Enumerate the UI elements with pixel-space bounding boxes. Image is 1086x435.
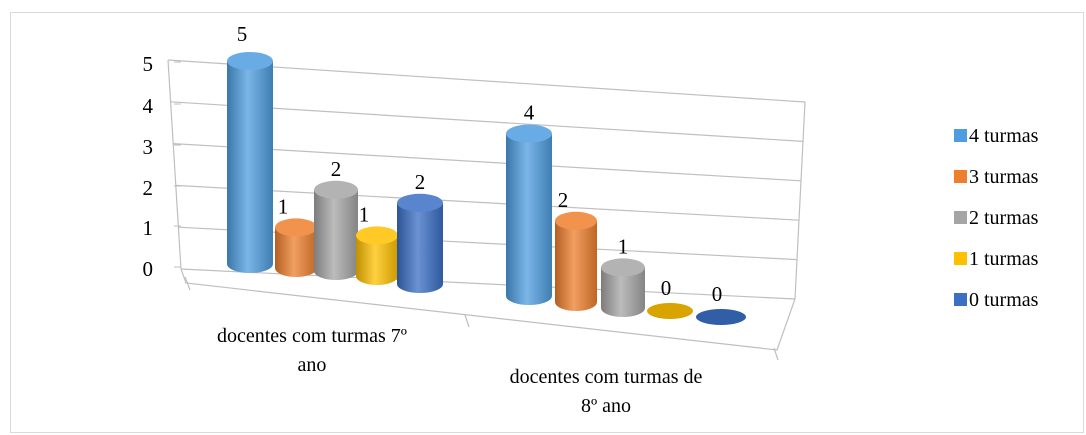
y-tick-label: 4 [143, 94, 154, 118]
legend-entry-3: 1 turmas [969, 248, 1039, 270]
floor-tick [464, 314, 470, 328]
y-tick-label: 0 [143, 257, 154, 281]
bar-0-1-top [275, 218, 317, 237]
floor-tick [773, 347, 779, 361]
legend-entry-4: 0 turmas [969, 289, 1039, 311]
bar-0-0-top [227, 52, 273, 70]
legend-swatch-2 [954, 211, 967, 224]
floor-tick [184, 276, 191, 291]
category-label-0: docentes com turmas 7º [217, 325, 407, 347]
bar-0-2-top [314, 180, 358, 199]
legend-swatch-0 [954, 129, 967, 142]
legend: 4 turmas 3 turmas 2 turmas 1 turmas 0 turmas [954, 125, 1039, 311]
bar-1-0-top [506, 124, 552, 143]
gridline [180, 268, 796, 300]
bar-0-4-top [397, 193, 443, 212]
back-wall-left-edge [167, 59, 182, 270]
y-tick-label: 2 [143, 176, 154, 200]
gridline [175, 184, 800, 221]
bar-1-1-top [555, 211, 597, 230]
y-tick-label: 5 [143, 52, 154, 76]
category-labels: docentes com turmas 7º ano docentes com tu… [217, 325, 703, 417]
bar-1-3-flat [647, 303, 693, 319]
bar-1-4-flat [696, 309, 746, 325]
data-label-0-4: 2 [415, 170, 426, 194]
bar-0-3-body [356, 235, 398, 285]
y-tick-label: 1 [143, 216, 154, 240]
gridline [173, 143, 802, 182]
legend-entry-2: 2 turmas [969, 207, 1039, 229]
data-label-1-1: 2 [558, 188, 569, 212]
data-label-1-4: 0 [712, 282, 723, 306]
data-label-0-3: 1 [359, 202, 370, 226]
legend-swatch-4 [954, 293, 967, 306]
category-label-1: docentes com turmas de [510, 366, 703, 388]
legend-entry-1: 3 turmas [969, 166, 1039, 188]
data-label-1-3: 0 [661, 276, 672, 300]
bar-1-2-body [601, 267, 645, 317]
legend-entry-0: 4 turmas [969, 125, 1039, 147]
y-tick-label: 3 [143, 135, 154, 159]
bar-0-4-body [397, 202, 443, 293]
data-label-0-1: 1 [278, 194, 289, 218]
bar-0-1-body [275, 227, 317, 277]
back-wall-right-edge [794, 101, 806, 300]
bar-0-2-body [314, 189, 358, 280]
category-label-0: ano [298, 354, 327, 376]
floor [180, 268, 796, 351]
legend-swatch-3 [954, 252, 967, 265]
gridline [167, 59, 806, 103]
category-label-1: 8º ano [581, 395, 631, 417]
legend-swatch-1 [954, 170, 967, 183]
bar-1-1-body [555, 220, 597, 311]
data-label-1-2: 1 [618, 234, 629, 258]
y-axis-ticks: 0 1 2 3 4 5 [143, 52, 181, 281]
data-label-1-0: 4 [524, 101, 535, 125]
data-label-0-0: 5 [237, 22, 248, 46]
bar-1-2-top [601, 258, 645, 277]
bar-0-0-body [227, 61, 273, 273]
bar-0-3-top [356, 226, 398, 245]
gridline [170, 101, 804, 142]
data-label-0-2: 2 [331, 157, 342, 181]
bar-1-0-body [506, 133, 552, 305]
